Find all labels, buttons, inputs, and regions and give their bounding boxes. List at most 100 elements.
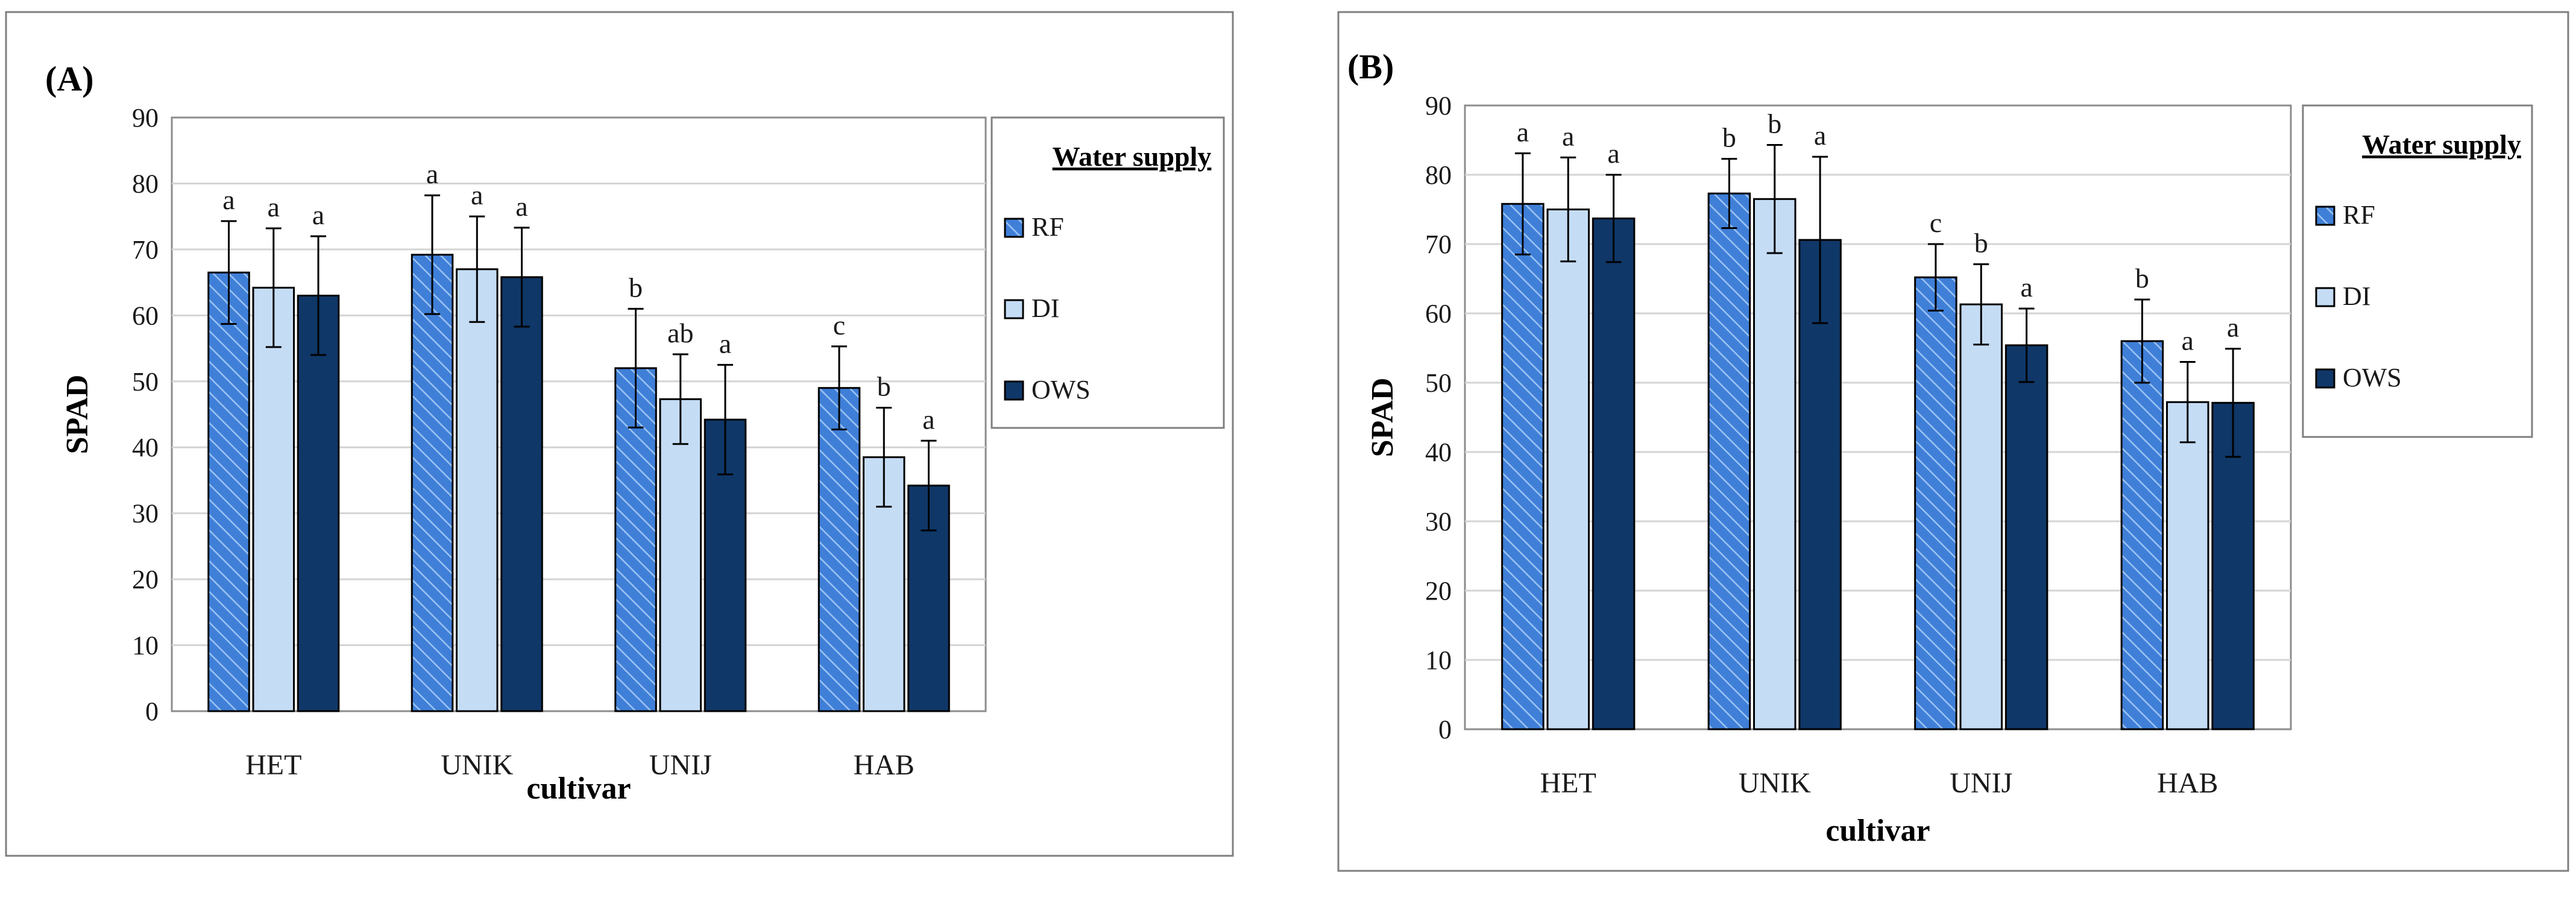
error-bar-di-unik: [1766, 144, 1783, 254]
bar-di-het: [1546, 209, 1590, 730]
significance-letter: b: [1722, 122, 1736, 153]
legend-frame: [990, 116, 1225, 429]
bar-rf-unij: [1914, 276, 1957, 730]
error-bar-rf-unik: [1721, 158, 1737, 230]
y-tick-label: 0: [145, 697, 159, 726]
legend-swatch-ows: [2315, 368, 2335, 389]
y-tick-label: 90: [132, 103, 159, 133]
error-bar-rf-unik: [424, 194, 440, 315]
significance-letter: a: [312, 199, 324, 230]
bar-di-unik: [456, 268, 499, 712]
error-bar-ows-unij: [2018, 307, 2035, 383]
significance-letter: a: [426, 159, 438, 189]
y-tick-label: 20: [1425, 576, 1452, 606]
legend-swatch-ows: [1004, 380, 1024, 401]
panel-label: (B): [1347, 47, 1394, 86]
bar-ows-het: [297, 295, 340, 712]
significance-letter: a: [719, 328, 731, 359]
significance-letter: c: [833, 310, 845, 341]
bar-di-unik: [1753, 198, 1797, 730]
y-tick-label: 90: [1425, 91, 1452, 121]
legend-swatch-di: [1004, 299, 1024, 319]
significance-letter: a: [1814, 120, 1826, 151]
error-bar-di-unij: [672, 353, 688, 445]
error-bar-ows-hab: [2225, 348, 2241, 458]
legend-swatch-di: [2315, 287, 2335, 307]
significance-letter: c: [1930, 207, 1942, 238]
bar-rf-het: [207, 271, 250, 712]
y-tick-label: 60: [1425, 299, 1452, 328]
y-tick-label: 70: [132, 235, 159, 265]
bar-rf-unik: [411, 254, 454, 712]
y-tick-label: 40: [132, 433, 159, 462]
bar-rf-unik: [1707, 192, 1751, 730]
significance-letter: a: [1607, 138, 1619, 169]
y-tick-label: 70: [1425, 230, 1452, 259]
y-tick-label: 60: [132, 301, 159, 330]
y-tick-label: 50: [1425, 368, 1452, 398]
significance-letter: a: [515, 191, 527, 222]
legend-label-rf: RF: [2343, 200, 2375, 230]
significance-letter: a: [471, 180, 483, 210]
bar-ows-unij: [2004, 344, 2049, 730]
significance-letter: a: [2182, 325, 2194, 356]
legend-label-ows: OWS: [2343, 363, 2402, 392]
legend-label-rf: RF: [1031, 212, 1064, 242]
error-bar-rf-unij: [1927, 243, 1944, 312]
y-tick-label: 50: [132, 367, 159, 397]
bar-di-unij: [1959, 303, 2003, 730]
y-axis-title: SPAD: [60, 375, 95, 454]
legend-frame: [2302, 104, 2533, 438]
error-bar-di-hab: [2179, 361, 2196, 444]
y-tick-label: 40: [1425, 438, 1452, 467]
x-tick-label-hab: HAB: [854, 749, 915, 781]
legend-label-di: DI: [2343, 281, 2370, 311]
error-bar-di-het: [1560, 156, 1576, 263]
legend-title: Water supply: [2362, 129, 2521, 160]
significance-letter: a: [2227, 312, 2239, 343]
error-bar-ows-het: [1605, 174, 1622, 263]
x-axis-title: cultivar: [1825, 814, 1930, 848]
legend-swatch-rf: [1004, 218, 1024, 238]
significance-letter: b: [877, 371, 891, 402]
panel-label: (A): [45, 59, 94, 98]
significance-letter: a: [1562, 121, 1574, 151]
bar-rf-hab: [817, 387, 861, 712]
x-tick-label-hab: HAB: [2157, 767, 2218, 799]
bar-di-unij: [659, 398, 702, 712]
y-tick-label: 10: [1425, 645, 1452, 675]
significance-letter: a: [222, 184, 235, 215]
legend-label-ows: OWS: [1031, 375, 1091, 404]
error-bar-ows-unik: [1812, 155, 1828, 324]
error-bar-rf-hab: [2134, 298, 2150, 384]
significance-letter: ab: [667, 318, 693, 348]
x-tick-label-unik: UNIK: [441, 749, 513, 781]
x-tick-label-unij: UNIJ: [1950, 767, 2012, 799]
y-tick-label: 20: [132, 565, 159, 594]
error-bar-di-het: [265, 227, 282, 348]
x-tick-label-unik: UNIK: [1739, 767, 1811, 799]
error-bar-rf-het: [1514, 152, 1531, 256]
legend: Water supply RF DI OWS: [990, 116, 1225, 429]
x-tick-label-het: HET: [1540, 767, 1596, 799]
legend-label-di: DI: [1031, 294, 1059, 323]
bar-rf-unij: [614, 367, 657, 712]
x-tick-label-unij: UNIJ: [649, 749, 712, 781]
error-bar-ows-unij: [717, 363, 733, 476]
error-bar-di-hab: [876, 407, 892, 508]
x-axis-title: cultivar: [526, 771, 631, 806]
significance-letter: a: [268, 192, 280, 222]
error-bar-rf-unij: [628, 307, 644, 429]
legend-title: Water supply: [1053, 141, 1212, 172]
y-tick-label: 30: [1425, 507, 1452, 536]
significance-letter: b: [2135, 263, 2149, 294]
bar-rf-hab: [2120, 340, 2164, 730]
significance-letter: a: [922, 404, 934, 435]
significance-letter: b: [629, 272, 643, 303]
error-bar-ows-het: [310, 235, 326, 356]
significance-letter: a: [1517, 116, 1529, 147]
bar-ows-unik: [500, 276, 543, 712]
significance-letter: a: [2020, 272, 2032, 303]
